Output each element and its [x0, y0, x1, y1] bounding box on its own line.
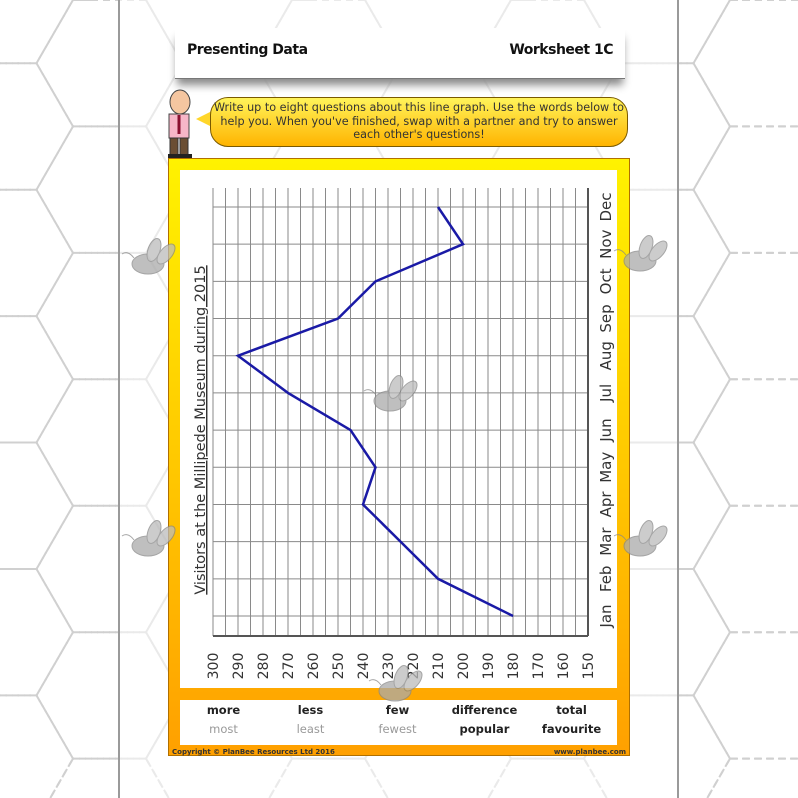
hexagon-edge: [35, 568, 74, 633]
hexagon-edge: [692, 252, 731, 317]
instructions-bubble: Write up to eight questions about this l…: [210, 97, 628, 147]
month-label: Sep: [597, 304, 615, 332]
hexagon-edge: [692, 505, 731, 570]
worksheet-number: Worksheet 1C: [509, 42, 613, 58]
bee-icon: [613, 520, 668, 557]
hexagon-edge: [35, 125, 74, 191]
series-line: [235, 206, 514, 618]
word: few: [385, 703, 410, 717]
graph-area: [180, 170, 617, 688]
hexagon-edge: [692, 62, 731, 127]
hexagon-edge: [35, 62, 74, 127]
copyright-text: Copyright © PlanBee Resources Ltd 2016: [172, 748, 335, 756]
word: most: [209, 722, 238, 736]
word: more: [206, 703, 241, 717]
month-label: Dec: [597, 192, 615, 221]
month-label: May: [597, 452, 615, 483]
month-label: Nov: [597, 229, 615, 258]
month-label: Jun: [597, 418, 615, 442]
word: least: [296, 722, 325, 736]
month-label: Apr: [597, 491, 615, 518]
month-label: Feb: [597, 566, 615, 593]
bee-icon: [363, 375, 418, 412]
value-tick-label: 200: [456, 653, 472, 680]
hexagon-edge: [706, 758, 731, 798]
hexagon-edge: [692, 0, 731, 64]
month-label: Aug: [597, 341, 615, 370]
value-tick-label: 210: [431, 653, 447, 680]
hexagon-edge: [692, 694, 731, 760]
chart-title: Visitors at the Millipede Museum during …: [193, 265, 209, 594]
hexagon-edge: [692, 315, 731, 380]
value-tick-label: 250: [331, 653, 347, 680]
month-label: Oct: [597, 268, 615, 294]
bee-icon: [368, 665, 423, 702]
teacher-character-icon: [168, 89, 192, 158]
value-tick-label: 280: [256, 653, 272, 680]
bee-icon: [121, 238, 176, 275]
word: less: [297, 703, 324, 717]
value-tick-label: 190: [481, 653, 497, 680]
word: favourite: [541, 722, 602, 736]
worksheet-topic: Presenting Data: [187, 42, 308, 58]
value-tick-label: 150: [581, 653, 597, 680]
value-tick-label: 240: [356, 653, 372, 680]
hexagon-edge: [692, 378, 731, 444]
hexagon-edge: [35, 631, 74, 696]
hexagon-edge: [35, 189, 74, 254]
word: difference: [451, 703, 518, 717]
hexagon-edge: [49, 758, 74, 798]
month-label: Jan: [597, 604, 615, 628]
word-bank: more less few difference total most leas…: [180, 700, 617, 745]
value-tick-label: 160: [556, 653, 572, 680]
hexagon-edge: [706, 758, 731, 798]
hexagon-edge: [35, 442, 74, 507]
hexagon-edge: [35, 252, 74, 317]
hexagon-edge: [35, 0, 74, 64]
value-tick-label: 290: [231, 653, 247, 680]
word: popular: [459, 722, 510, 736]
value-tick-label: 170: [531, 653, 547, 680]
value-tick-label: 260: [306, 653, 322, 680]
bee-icon: [121, 520, 176, 557]
hexagon-edge: [692, 189, 731, 254]
value-tick-label: 270: [281, 653, 297, 680]
month-label: Jul: [597, 384, 615, 403]
hexagon-edge: [692, 125, 731, 191]
bee-icon: [613, 235, 668, 272]
hexagon-edge: [692, 442, 731, 507]
hexagon-edge: [35, 378, 74, 444]
value-tick-label: 230: [381, 653, 397, 680]
worksheet-header: Presenting Data Worksheet 1C: [175, 28, 625, 79]
hexagon-edge: [692, 568, 731, 633]
word: fewest: [378, 722, 417, 736]
website-text: www.planbee.com: [553, 748, 626, 756]
hexagon-edge: [35, 315, 74, 380]
hexagon-edge: [35, 694, 74, 760]
word: total: [556, 703, 587, 717]
value-tick-label: 180: [506, 653, 522, 680]
hexagon-edge: [49, 758, 74, 798]
hexagon-edge: [35, 505, 74, 570]
month-label: Mar: [597, 527, 615, 556]
speech-bubble-tail: [196, 110, 214, 128]
hexagon-edge: [692, 631, 731, 696]
value-tick-label: 300: [206, 653, 222, 680]
